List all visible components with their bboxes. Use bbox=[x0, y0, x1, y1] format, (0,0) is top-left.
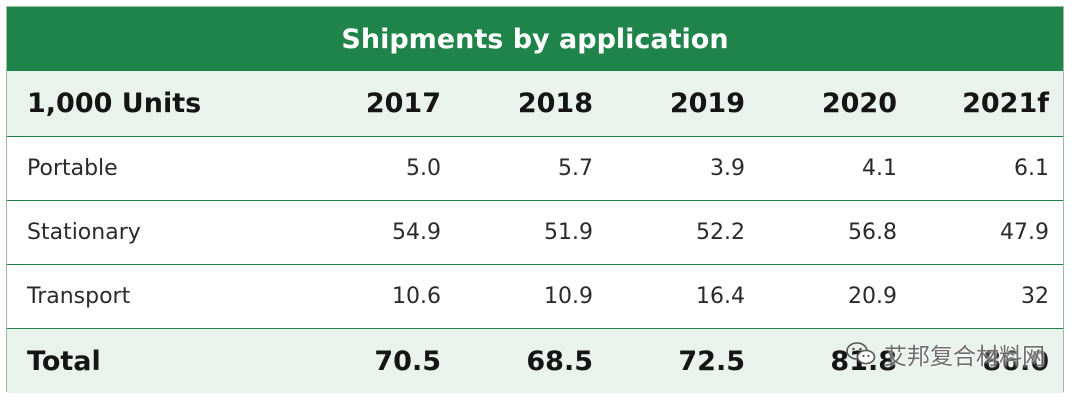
table-cell: 5.7 bbox=[558, 156, 593, 181]
total-row: Total 70.5 68.5 72.5 81.8 86.0 艾邦复合材料网 bbox=[7, 329, 1063, 393]
table-cell: 20.9 bbox=[848, 284, 897, 309]
header-year-2017: 2017 bbox=[365, 88, 441, 119]
table-title: Shipments by application bbox=[7, 7, 1063, 71]
shipments-table: Shipments by application 1,000 Units 201… bbox=[6, 6, 1064, 393]
table-row: Portable 5.0 5.7 3.9 4.1 6.1 bbox=[7, 137, 1063, 201]
total-cell: 68.5 bbox=[526, 345, 593, 377]
total-label: Total bbox=[27, 345, 101, 377]
header-row: 1,000 Units 2017 2018 2019 2020 2021f bbox=[7, 71, 1063, 137]
row-label: Stationary bbox=[27, 220, 141, 245]
table-cell: 10.9 bbox=[544, 284, 593, 309]
table-cell: 10.6 bbox=[392, 284, 441, 309]
watermark-text: 艾邦复合材料网 bbox=[884, 344, 1045, 370]
row-label: Transport bbox=[27, 284, 131, 309]
table-row: Transport 10.6 10.9 16.4 20.9 32 bbox=[7, 265, 1063, 329]
table-cell: 54.9 bbox=[392, 220, 441, 245]
table-row: Stationary 54.9 51.9 52.2 56.8 47.9 bbox=[7, 201, 1063, 265]
table-cell: 47.9 bbox=[1000, 220, 1049, 245]
watermark: 艾邦复合材料网 bbox=[846, 337, 1045, 371]
table-cell: 51.9 bbox=[544, 220, 593, 245]
row-label: Portable bbox=[27, 156, 118, 181]
table-cell: 6.1 bbox=[1014, 156, 1049, 181]
total-cell: 86.0 bbox=[982, 345, 1049, 377]
header-year-2018: 2018 bbox=[517, 88, 593, 119]
table-cell: 52.2 bbox=[696, 220, 745, 245]
wechat-icon bbox=[846, 342, 876, 365]
header-year-2020: 2020 bbox=[821, 88, 897, 119]
table-cell: 3.9 bbox=[710, 156, 745, 181]
table-cell: 4.1 bbox=[862, 156, 897, 181]
total-cell: 72.5 bbox=[678, 345, 745, 377]
header-year-2021f: 2021f bbox=[962, 88, 1049, 119]
header-year-2019: 2019 bbox=[669, 88, 745, 119]
table-cell: 56.8 bbox=[848, 220, 897, 245]
table-cell: 32 bbox=[1021, 284, 1049, 309]
table-cell: 16.4 bbox=[696, 284, 745, 309]
header-units-label: 1,000 Units bbox=[27, 88, 202, 119]
table-cell: 5.0 bbox=[406, 156, 441, 181]
total-cell: 70.5 bbox=[374, 345, 441, 377]
